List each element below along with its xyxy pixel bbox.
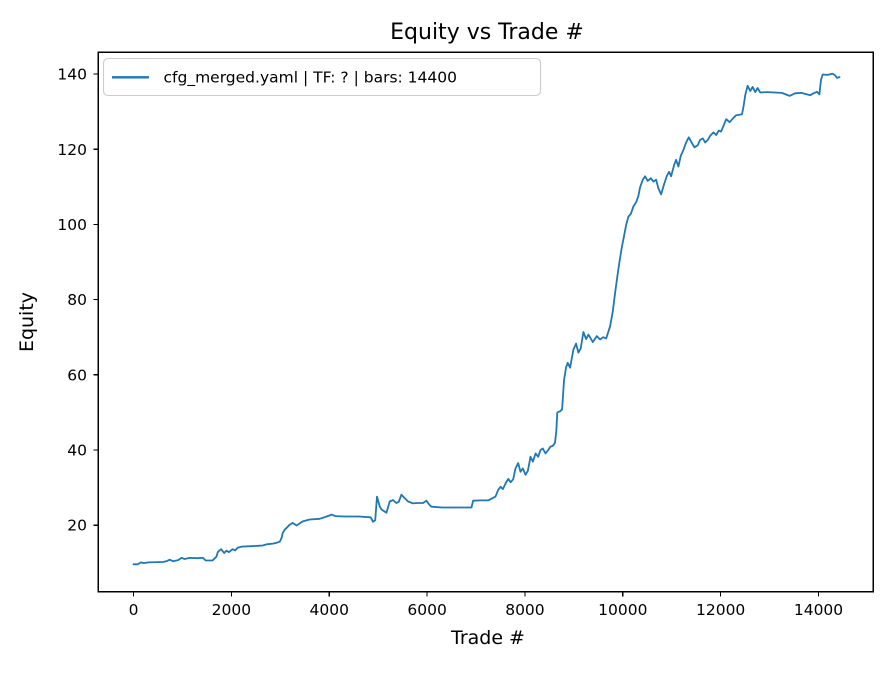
chart-title: Equity vs Trade # xyxy=(390,20,584,45)
legend-label: cfg_merged.yaml | TF: ? | bars: 14400 xyxy=(164,69,457,88)
x-tick-label: 0 xyxy=(129,601,139,619)
x-tick-label: 6000 xyxy=(407,601,446,619)
y-tick-label: 120 xyxy=(57,141,87,159)
x-tick-label: 4000 xyxy=(310,601,349,619)
x-tick-label: 10000 xyxy=(598,601,647,619)
y-tick-label: 20 xyxy=(67,517,87,535)
x-tick-label: 2000 xyxy=(212,601,251,619)
y-tick-label: 140 xyxy=(57,66,87,84)
y-tick-label: 80 xyxy=(67,291,87,309)
legend: cfg_merged.yaml | TF: ? | bars: 14400 xyxy=(102,57,542,97)
x-tick-label: 8000 xyxy=(505,601,544,619)
y-tick-label: 100 xyxy=(57,216,87,234)
y-axis-tick-labels: 20 40 60 80 100 120 140 xyxy=(57,66,87,535)
x-axis-label: Trade # xyxy=(450,627,525,649)
y-axis-label: Equity xyxy=(16,292,38,352)
x-tick-label: 14000 xyxy=(794,601,843,619)
x-axis-tick-labels: 0 2000 4000 6000 8000 10000 12000 14000 xyxy=(129,601,844,619)
y-tick-label: 40 xyxy=(67,441,87,459)
x-tick-label: 12000 xyxy=(696,601,745,619)
y-tick-label: 60 xyxy=(67,366,87,384)
legend-box xyxy=(102,57,542,97)
plot-area-border xyxy=(97,51,874,593)
y-axis-ticks xyxy=(93,73,99,526)
x-axis-ticks xyxy=(132,591,820,597)
equity-series-line xyxy=(132,72,841,566)
